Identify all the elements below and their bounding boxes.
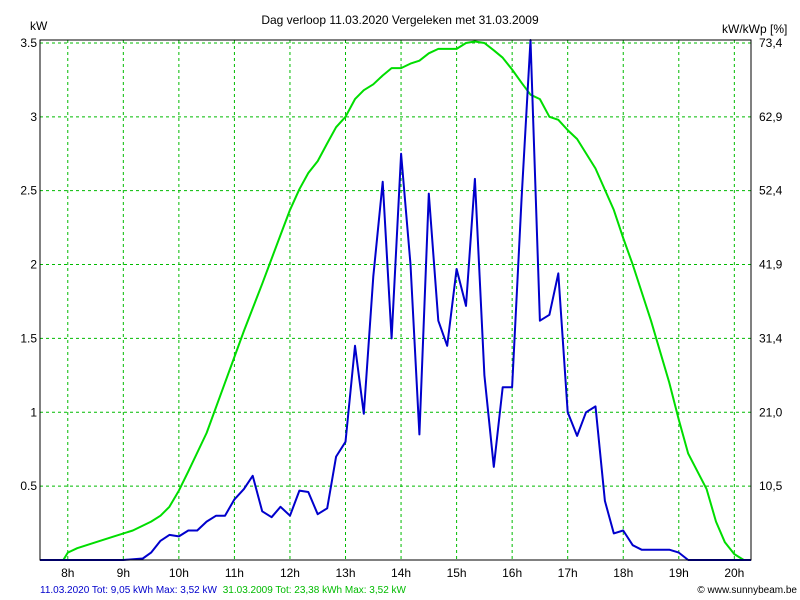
y-right-tick-label: 62,9 [759, 110, 783, 124]
x-tick-label: 20h [724, 566, 744, 580]
footer-website: www.sunnybeam.be [707, 585, 798, 596]
y-right-tick-label: 21,0 [759, 405, 783, 419]
y-right-tick-label: 41,9 [759, 258, 783, 272]
y-left-tick-label: 1 [30, 405, 37, 419]
x-tick-label: 12h [280, 566, 300, 580]
x-tick-label: 18h [613, 566, 633, 580]
copyright-icon: © [697, 585, 707, 596]
y-left-unit-label: kW [30, 19, 48, 33]
footer-stats-2009: 31.03.2009 Tot: 23,38 kWh Max: 3,52 kW [223, 585, 407, 596]
chart-title: Dag verloop 11.03.2020 Vergeleken met 31… [261, 13, 539, 27]
y-left-tick-label: 0.5 [20, 479, 37, 493]
x-tick-label: 16h [502, 566, 522, 580]
grid [40, 40, 751, 560]
x-tick-label: 19h [669, 566, 689, 580]
y-left-tick-label: 2 [30, 258, 37, 272]
series-layer [40, 39, 751, 561]
x-tick-label: 15h [447, 566, 467, 580]
x-tick-label: 11h [225, 566, 244, 580]
y-left-tick-label: 2.5 [20, 184, 37, 198]
y-right-unit-label: kW/kWp [%] [722, 22, 787, 36]
x-tick-label: 13h [335, 566, 355, 580]
y-left-tick-label: 3.5 [20, 36, 37, 50]
x-tick-label: 10h [169, 566, 189, 580]
x-tick-label: 9h [117, 566, 130, 580]
x-tick-label: 17h [558, 566, 578, 580]
y-left-tick-label: 1.5 [20, 331, 37, 345]
y-left-tick-label: 3 [30, 110, 37, 124]
footer-watermark: © www.sunnybeam.be [697, 585, 797, 596]
tick-labels: 8h 9h 10h 11h 12h 13h 14h 15h 16h 17h 18h 19h 20h 0.5… [20, 36, 782, 580]
footer-stats: 11.03.2020 Tot: 9,05 kWh Max: 3,52 kW 31… [40, 585, 407, 596]
x-tick-label: 8h [61, 566, 74, 580]
y-right-tick-label: 10,5 [759, 479, 783, 493]
y-right-tick-label: 73,4 [759, 36, 783, 50]
plot-frame [39, 39, 752, 561]
series-line-11-03-2020 [40, 39, 751, 561]
footer-stats-2020: 11.03.2020 Tot: 9,05 kWh Max: 3,52 kW [40, 585, 218, 596]
x-tick-label: 14h [391, 566, 411, 580]
y-right-tick-label: 31,4 [759, 331, 783, 345]
series-line-31-03-2009 [40, 40, 751, 561]
y-right-tick-label: 52,4 [759, 184, 783, 198]
